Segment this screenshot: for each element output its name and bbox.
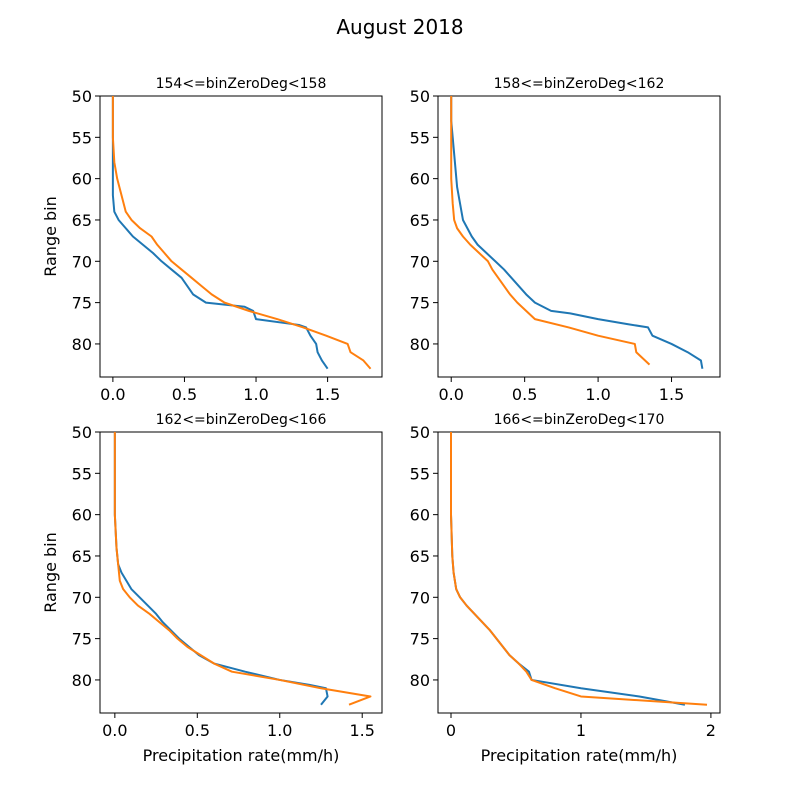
subplot-1: 154<=binZeroDeg<158 Range bin 0.0 0.5 1.0 1… (41, 76, 383, 404)
y-tick-label: 50 (72, 87, 92, 106)
x-axis-label: Precipitation rate(mm/h) (481, 746, 678, 765)
x-tick-label: 2 (706, 721, 716, 740)
y-tick-label: 60 (410, 506, 430, 525)
x-tick-label: 1 (576, 721, 586, 740)
y-tick-label: 75 (72, 630, 92, 649)
x-tick-label: 1.0 (585, 385, 610, 404)
x-tick-label: 0.5 (172, 385, 197, 404)
series-line-1 (111, 96, 329, 370)
series-line-2 (450, 96, 651, 366)
subplot-title: 162<=binZeroDeg<166 (156, 412, 327, 428)
y-tick-label: 55 (410, 128, 430, 147)
plot-frame (437, 95, 721, 378)
y-tick-label: 55 (72, 464, 92, 483)
y-tick-label: 75 (72, 294, 92, 313)
y-tick-label: 70 (410, 588, 430, 607)
y-tick-label: 65 (72, 211, 92, 230)
y-tick-label: 65 (410, 211, 430, 230)
series-line-2 (113, 432, 372, 706)
plot-frame (99, 95, 383, 378)
subplot-title: 158<=binZeroDeg<162 (494, 76, 665, 92)
y-axis-label: Range bin (41, 196, 60, 277)
y-tick-label: 80 (410, 671, 430, 690)
y-tick-label: 50 (410, 87, 430, 106)
y-tick-label: 60 (72, 506, 92, 525)
x-tick-label: 0.0 (438, 385, 463, 404)
y-tick-label: 55 (410, 464, 430, 483)
plot-frame (99, 431, 383, 714)
series-line-1 (450, 96, 704, 369)
subplot-2: 158<=binZeroDeg<162 0.0 0.5 1.0 1.5 50 55 60 65… (410, 76, 721, 404)
y-tick-label: 65 (72, 547, 92, 566)
y-tick-label: 60 (410, 170, 430, 189)
x-tick-label: 0.0 (100, 385, 125, 404)
y-tick-label: 70 (72, 252, 92, 271)
y-tick-label: 70 (72, 588, 92, 607)
series-line-2 (111, 96, 372, 370)
y-tick-label: 55 (72, 128, 92, 147)
x-tick-label: 1.5 (349, 721, 374, 740)
x-tick-label: 0.0 (102, 721, 127, 740)
y-tick-label: 80 (410, 335, 430, 354)
y-tick-label: 70 (410, 252, 430, 271)
x-axis-label: Precipitation rate(mm/h) (143, 746, 340, 765)
subplot-title: 166<=binZeroDeg<170 (494, 412, 665, 428)
y-tick-label: 50 (72, 423, 92, 442)
x-tick-label: 1.0 (267, 721, 292, 740)
y-tick-label: 50 (410, 423, 430, 442)
x-tick-label: 0.5 (512, 385, 537, 404)
subplot-title: 154<=binZeroDeg<158 (156, 76, 327, 92)
x-tick-label: 1.5 (659, 385, 684, 404)
plot-frame (437, 431, 721, 714)
series-line-2 (450, 432, 708, 706)
figure-title: August 2018 (336, 15, 463, 39)
x-tick-label: 0.5 (185, 721, 210, 740)
x-tick-label: 1.5 (315, 385, 340, 404)
subplot-4: 166<=binZeroDeg<170 Precipitation rate(m… (410, 412, 721, 765)
y-axis-label: Range bin (41, 532, 60, 613)
y-tick-label: 75 (410, 294, 430, 313)
y-tick-label: 80 (72, 671, 92, 690)
y-tick-label: 80 (72, 335, 92, 354)
x-tick-label: 1.0 (243, 385, 268, 404)
y-tick-label: 75 (410, 630, 430, 649)
x-tick-label: 0 (446, 721, 456, 740)
y-tick-label: 60 (72, 170, 92, 189)
subplot-3: 162<=binZeroDeg<166 Precipitation rate(m… (41, 412, 383, 765)
y-tick-label: 65 (410, 547, 430, 566)
